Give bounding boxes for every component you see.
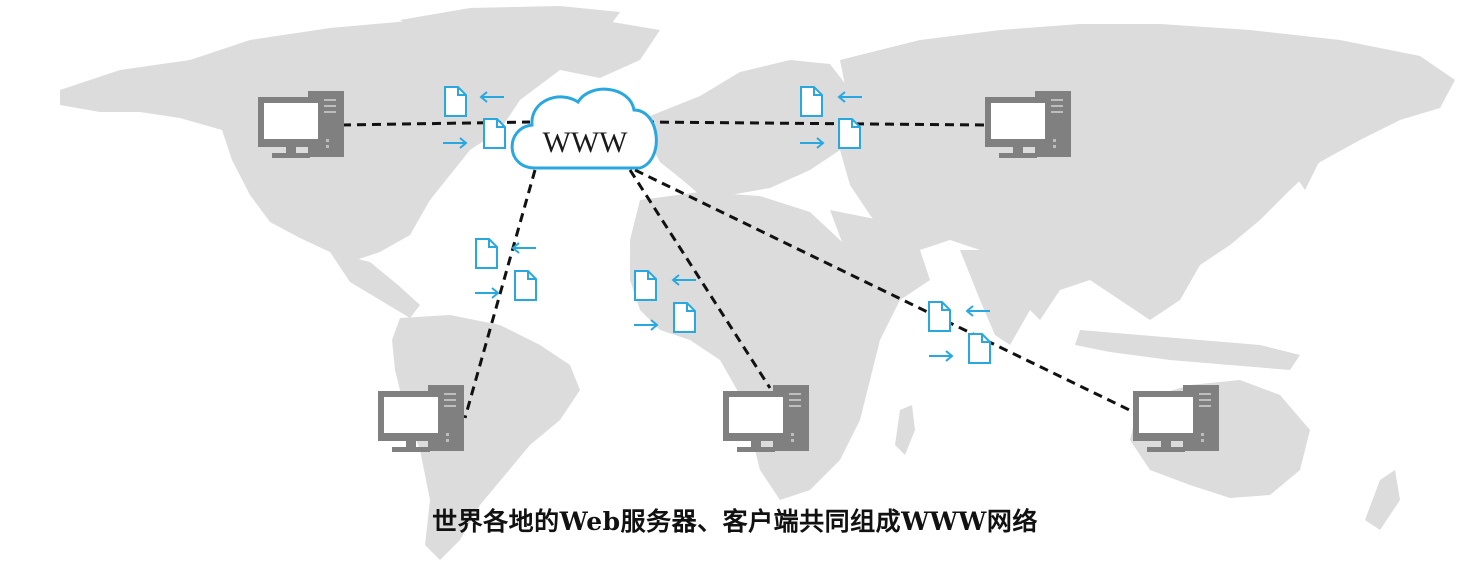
central-america-shape	[330, 252, 420, 318]
document-icon	[968, 333, 991, 364]
document-icon	[444, 86, 467, 117]
diagram-caption: 世界各地的Web服务器、客户端共同组成WWW网络	[432, 507, 1038, 536]
arabia-shape	[830, 210, 930, 300]
europe-shape	[640, 60, 860, 195]
india-shape	[960, 250, 1040, 345]
south-america-shape	[392, 315, 580, 560]
link-south-america	[463, 169, 537, 419]
asia-shape	[840, 24, 1455, 320]
transfer-south-america	[474, 238, 537, 301]
document-icon	[673, 302, 696, 333]
link-asia	[644, 120, 986, 127]
document-icon	[634, 270, 657, 301]
document-icon	[514, 270, 537, 301]
north-america-shape	[60, 18, 660, 262]
world-map	[60, 6, 1455, 560]
document-icon	[475, 238, 498, 269]
document-icon	[800, 86, 823, 117]
transfer-australia	[928, 301, 991, 364]
document-icon	[483, 118, 506, 149]
cloud-label: WWW	[543, 126, 629, 159]
indonesia-shape	[1075, 330, 1300, 370]
new-zealand-shape	[1365, 470, 1400, 530]
document-icon	[928, 301, 951, 332]
cloud-icon: WWW	[510, 87, 658, 170]
link-australia	[634, 168, 1151, 422]
arrow-right-icon	[928, 350, 953, 362]
arrow-left-icon	[512, 242, 537, 254]
arrow-right-icon	[633, 319, 658, 331]
arrow-right-icon	[474, 287, 499, 299]
greenland-shape	[400, 6, 620, 66]
japan-shape	[1295, 130, 1320, 190]
document-icon	[838, 118, 861, 149]
link-africa	[628, 169, 772, 389]
madagascar-shape	[895, 405, 915, 455]
africa-shape	[630, 192, 900, 500]
